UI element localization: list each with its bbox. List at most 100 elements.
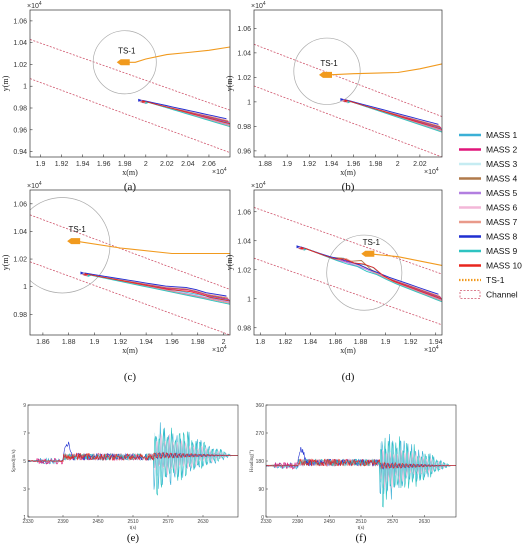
- x-tick-label: 1.96: [97, 161, 111, 168]
- mass-marker-10: [344, 99, 349, 103]
- ts-ship-marker: [67, 238, 81, 245]
- axes-frame: [253, 189, 443, 336]
- y-tick-label: 7: [23, 431, 26, 437]
- y-tick-label: 5: [23, 459, 26, 465]
- series-mass-9: [266, 436, 456, 508]
- plot-area: [30, 197, 230, 335]
- safety-circle: [30, 197, 111, 294]
- y-tick-label: 0.98: [13, 106, 27, 113]
- mass-marker-8: [340, 97, 345, 101]
- mass-track-8: [344, 99, 439, 125]
- plot-area: [266, 433, 456, 508]
- x-tick-label: 1.88: [62, 339, 76, 346]
- panel-caption: (b): [342, 181, 355, 193]
- legend-label: MASS 1: [486, 130, 517, 140]
- safety-circle: [293, 37, 361, 105]
- y-tick-label: 360: [256, 403, 265, 409]
- x-tick-label: 1.92: [302, 161, 316, 168]
- mass-track-10: [146, 101, 230, 125]
- y-tick-label: 0.98: [237, 124, 251, 131]
- x-tick-label: 2570: [162, 519, 173, 525]
- y-tick-label: 1.02: [13, 257, 27, 264]
- legend-label: MASS 5: [486, 188, 517, 198]
- channel-boundary-1: [30, 214, 230, 290]
- y-tick-label: 0.96: [237, 148, 251, 155]
- panel-e: 2330 2390 2450 2510 2570 2630 1 3 5 7 9 t(s) Speed(m…: [12, 403, 239, 544]
- mass-marker-10: [84, 272, 89, 276]
- y-tick-label: 1: [23, 284, 27, 291]
- channel-boundary-1: [254, 43, 442, 117]
- y-tick-label: 1.06: [13, 201, 27, 208]
- x-tick-label: 2330: [22, 519, 33, 525]
- x-tick-label: 2: [144, 161, 148, 168]
- series-mass-10: [266, 458, 456, 469]
- ts-track: [124, 46, 230, 63]
- y-tick-label: 3: [23, 487, 26, 493]
- mass-marker-8: [296, 245, 301, 249]
- ts-label: TS-1: [68, 225, 86, 234]
- y-tick-label: 1.04: [237, 50, 251, 57]
- y-tick-label: 1.04: [13, 40, 27, 47]
- mass-marker-10: [300, 246, 305, 250]
- y-tick-label: 1: [23, 84, 27, 91]
- y-tick-label: 1.06: [237, 26, 251, 33]
- panel-b: TS-1 1.88 1.9 1.92 1.94 1.96 1.98 2 2.02 0.96 0.98…: [225, 1, 443, 193]
- channel-boundary-1: [30, 39, 230, 111]
- x-tick-label: 2570: [387, 519, 398, 525]
- panel-caption: (f): [356, 532, 367, 544]
- mass-track-9: [149, 102, 230, 128]
- plot-area: [28, 422, 238, 496]
- legend-label: Channel: [486, 290, 518, 300]
- y-tick-label: 1: [247, 99, 251, 106]
- x-tick-label: 2510: [355, 519, 366, 525]
- x-tick-label: 1.9: [282, 161, 292, 168]
- x-tick-label: 2450: [92, 519, 103, 525]
- y-tick-label: 1.04: [237, 238, 251, 245]
- series-mass-10: [28, 452, 238, 463]
- y-tick-label: 1: [23, 515, 26, 521]
- mass-track-10: [348, 100, 442, 130]
- ts-track: [369, 253, 442, 266]
- plot-area: [254, 37, 442, 157]
- mass-track-9: [351, 101, 442, 133]
- x-tick-label: 1.94: [139, 339, 153, 346]
- y-tick-label: 0.98: [237, 325, 251, 332]
- x-tick-label: 1.96: [165, 339, 179, 346]
- y-axis-label: y(m): [1, 75, 10, 91]
- legend-label: MASS 4: [486, 174, 517, 184]
- mass-track-10: [88, 273, 230, 302]
- legend-label: MASS 7: [486, 217, 517, 227]
- ts-track: [75, 240, 230, 255]
- y-tick-label: 1.02: [237, 267, 251, 274]
- y-exponent-label: ×104: [251, 181, 266, 190]
- channel-boundary-2: [254, 85, 442, 157]
- y-tick-label: 1.06: [237, 209, 251, 216]
- legend-label: MASS 10: [486, 261, 522, 271]
- x-tick-label: 2330: [260, 519, 271, 525]
- x-tick-label: 1.98: [369, 161, 383, 168]
- plot-area: [254, 207, 442, 326]
- x-tick-label: 2.06: [202, 161, 216, 168]
- mass-marker-10: [142, 100, 147, 104]
- x-tick-label: 2: [222, 339, 226, 346]
- legend-label: MASS 6: [486, 203, 517, 213]
- x-tick-label: 1.88: [258, 161, 272, 168]
- mass-track-9: [91, 274, 230, 305]
- x-tick-label: 1.96: [347, 161, 361, 168]
- x-tick-label: 1.92: [114, 339, 128, 346]
- y-tick-label: 1.04: [13, 229, 27, 236]
- x-tick-label: 2.02: [413, 161, 427, 168]
- mass-track-9: [307, 248, 442, 303]
- legend-swatch-channel: [459, 290, 481, 299]
- y-tick-label: 1.02: [237, 75, 251, 82]
- mass-marker-8: [138, 98, 143, 102]
- channel-boundary-2: [254, 257, 442, 326]
- x-tick-label: 1.98: [191, 339, 205, 346]
- panel-caption: (c): [124, 371, 137, 383]
- plot-area: [30, 30, 230, 154]
- x-exponent-label: ×104: [424, 345, 439, 354]
- ts-ship-marker: [116, 59, 130, 66]
- x-tick-label: 1.9: [90, 339, 100, 346]
- legend-label: TS-1: [486, 275, 505, 285]
